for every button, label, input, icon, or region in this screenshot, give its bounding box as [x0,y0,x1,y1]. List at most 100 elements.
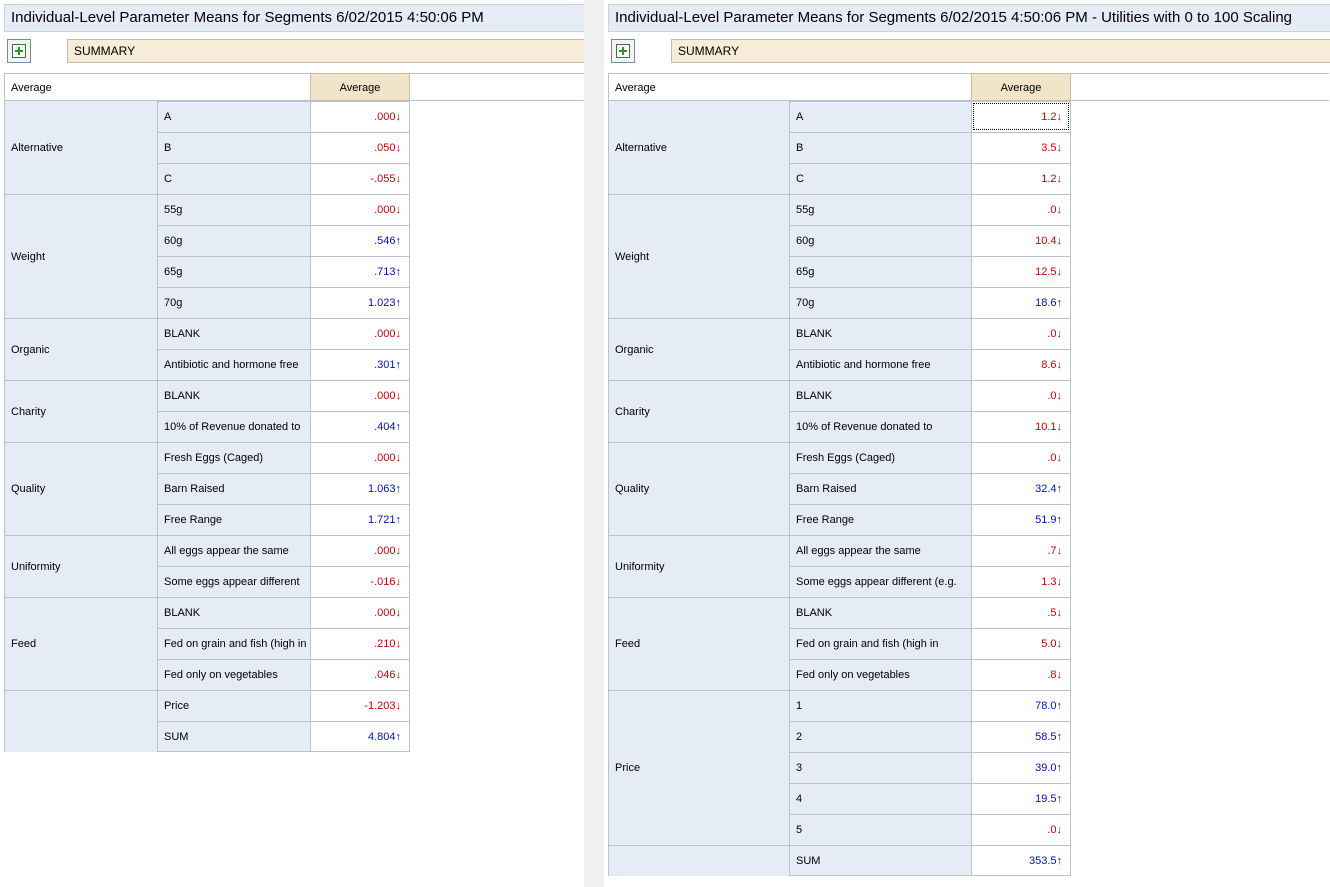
row-group-label: Weight [608,194,789,318]
row-group-label: Quality [4,442,157,535]
arrow-up-icon: ↑ [395,483,402,495]
value-cell[interactable]: 19.5 ↑ [971,783,1071,814]
column-header-average[interactable]: Average [310,73,410,101]
value-text: .000 [374,452,396,464]
value-cell[interactable]: .210 ↓ [310,628,410,659]
arrow-down-icon: ↓ [1056,545,1063,557]
value-cell[interactable]: .046 ↓ [310,659,410,690]
value-cell[interactable]: 1.3 ↓ [971,566,1071,597]
value-cell[interactable]: 4.804 ↑ [310,721,410,752]
value-cell[interactable]: 78.0 ↑ [971,690,1071,721]
value-cell[interactable]: 3.5 ↓ [971,132,1071,163]
value-cell[interactable]: 1.721 ↑ [310,504,410,535]
value-cell[interactable]: -1.203 ↓ [310,690,410,721]
value-text: .0 [1047,204,1057,216]
row-level-label: 3 [789,752,971,783]
row-level-label: Fed on grain and fish (high in [789,628,971,659]
row-group-label: Charity [608,380,789,442]
value-cell[interactable]: 10.4 ↓ [971,225,1071,256]
value-text: .0 [1047,390,1057,402]
value-cell[interactable]: .000 ↓ [310,194,410,225]
row-level-label: Fed on grain and fish (high in [157,628,310,659]
value-cell[interactable]: 39.0 ↑ [971,752,1071,783]
arrow-up-icon: ↑ [1056,762,1063,774]
row-level-label: BLANK [157,597,310,628]
value-text: 1.063 [367,483,396,495]
value-cell[interactable]: 1.2 ↓ [971,163,1071,194]
arrow-up-icon: ↑ [1056,731,1063,743]
add-table-button[interactable] [7,39,31,63]
value-cell[interactable]: 12.5 ↓ [971,256,1071,287]
row-level-label: 1 [789,690,971,721]
value-cell[interactable]: .7 ↓ [971,535,1071,566]
header-filler [410,73,584,101]
value-cell[interactable]: .0 ↓ [971,194,1071,225]
value-cell[interactable]: .050 ↓ [310,132,410,163]
value-text: 39.0 [1035,762,1057,774]
value-cell[interactable]: .301 ↑ [310,349,410,380]
value-cell[interactable]: .000 ↓ [310,380,410,411]
value-cell[interactable]: .713 ↑ [310,256,410,287]
arrow-down-icon: ↓ [1056,638,1063,650]
arrow-down-icon: ↓ [1056,173,1063,185]
row-level-label: 60g [789,225,971,256]
arrow-down-icon: ↓ [1056,452,1063,464]
row-group-label: Quality [608,442,789,535]
value-cell[interactable]: .546 ↑ [310,225,410,256]
value-cell[interactable]: 1.2 ↓ [971,101,1071,132]
value-cell[interactable]: -.016 ↓ [310,566,410,597]
value-cell[interactable]: 5.0 ↓ [971,628,1071,659]
value-cell[interactable]: .404 ↑ [310,411,410,442]
row-level-label: 60g [157,225,310,256]
value-cell[interactable]: 51.9 ↑ [971,504,1071,535]
row-level-label: A [157,101,310,132]
value-cell[interactable]: .000 ↓ [310,101,410,132]
value-cell[interactable]: .000 ↓ [310,535,410,566]
value-cell[interactable]: 8.6 ↓ [971,349,1071,380]
value-cell[interactable]: .000 ↓ [310,318,410,349]
value-text: 1.721 [367,514,396,526]
row-group-label: Weight [4,194,157,318]
row-level-label: Some eggs appear different [157,566,310,597]
value-cell[interactable]: .0 ↓ [971,318,1071,349]
value-cell[interactable]: .0 ↓ [971,380,1071,411]
value-cell[interactable]: 353.5 ↑ [971,845,1071,876]
value-cell[interactable]: -.055 ↓ [310,163,410,194]
value-text: .000 [374,111,396,123]
value-cell[interactable]: .000 ↓ [310,597,410,628]
arrow-down-icon: ↓ [1056,390,1063,402]
summary-tab[interactable]: SUMMARY [67,39,584,63]
value-cell[interactable]: .000 ↓ [310,442,410,473]
summary-tab[interactable]: SUMMARY [671,39,1330,63]
value-cell[interactable]: 10.1 ↓ [971,411,1071,442]
row-level-label: B [789,132,971,163]
value-cell[interactable]: .5 ↓ [971,597,1071,628]
value-text: 1.023 [367,297,396,309]
value-cell[interactable]: .8 ↓ [971,659,1071,690]
value-text: .000 [374,328,396,340]
value-cell[interactable]: .0 ↓ [971,442,1071,473]
arrow-down-icon: ↓ [1056,266,1063,278]
value-cell[interactable]: 18.6 ↑ [971,287,1071,318]
row-level-label: Free Range [157,504,310,535]
stub-header: Average [4,73,310,101]
value-text: 1.3 [1041,576,1057,588]
column-header-average[interactable]: Average [971,73,1071,101]
panel-title: Individual-Level Parameter Means for Seg… [4,4,584,32]
arrow-down-icon: ↓ [1056,204,1063,216]
value-text: .546 [374,235,396,247]
arrow-down-icon: ↓ [395,669,402,681]
value-text: .713 [374,266,396,278]
value-cell[interactable]: 1.023 ↑ [310,287,410,318]
row-group-label [608,845,789,876]
arrow-up-icon: ↑ [395,359,402,371]
value-cell[interactable]: 1.063 ↑ [310,473,410,504]
value-cell[interactable]: 32.4 ↑ [971,473,1071,504]
add-table-button[interactable] [611,39,635,63]
row-group-label: Price [608,690,789,845]
value-text: 1.2 [1041,173,1057,185]
row-level-label: 70g [157,287,310,318]
value-text: .404 [374,421,396,433]
value-cell[interactable]: .0 ↓ [971,814,1071,845]
value-cell[interactable]: 58.5 ↑ [971,721,1071,752]
